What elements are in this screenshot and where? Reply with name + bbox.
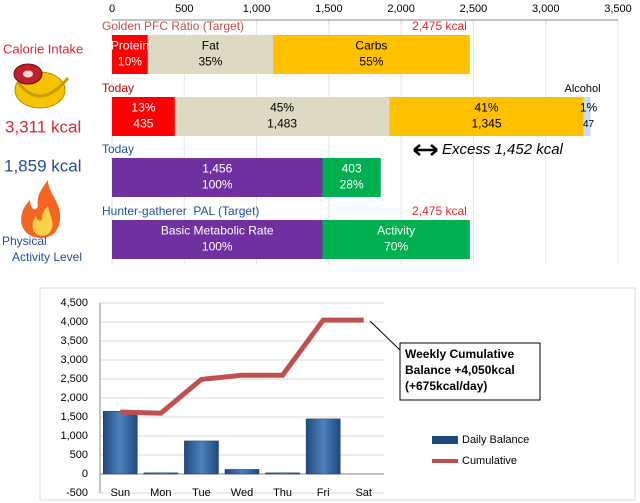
activity-label: Physical	[2, 234, 47, 248]
x-tick-label: 1,000	[243, 3, 271, 15]
y-tick-label: 500	[70, 449, 88, 461]
row-label: Golden PFC Ratio (Target)	[102, 19, 244, 33]
y-tick-label: 1,000	[60, 430, 88, 442]
line	[120, 317, 364, 416]
intake-label: Calorie Intake	[3, 41, 83, 56]
x-tick-label: Sun	[110, 487, 130, 499]
bar-segment	[322, 220, 470, 259]
segment-label: 47	[583, 119, 595, 130]
segment-label: 100%	[202, 178, 233, 192]
legend-label: Daily Balance	[462, 434, 529, 446]
x-tick-label: Fri	[317, 487, 330, 499]
x-tick-label: Mon	[150, 487, 171, 499]
segment-label: 28%	[340, 178, 364, 192]
segment-label: 100%	[202, 240, 233, 254]
food-icon	[13, 63, 70, 109]
burn-value: 1,859 kcal	[4, 156, 82, 175]
bar-segment	[112, 158, 323, 197]
bar-segment	[273, 35, 470, 74]
segment-label: 1,483	[267, 117, 297, 131]
callout-box	[399, 342, 541, 401]
bar-segment	[147, 35, 274, 74]
arrow	[413, 144, 438, 156]
y-tick-label: -500	[66, 487, 88, 499]
x-tick-label: 0	[109, 3, 115, 15]
y-tick-label: 3,500	[60, 335, 88, 347]
bar-segment	[583, 97, 591, 136]
x-tick-label: 1,500	[315, 3, 343, 15]
y-tick-label: 1,500	[60, 411, 88, 423]
x-tick-label: 3,000	[532, 3, 560, 15]
chart-frame	[39, 287, 636, 501]
bar-segment	[174, 97, 390, 136]
segment-label: 13%	[131, 101, 155, 115]
bar	[265, 472, 300, 475]
bar-segment	[322, 158, 381, 197]
bar	[102, 411, 138, 475]
segment-label: 403	[342, 162, 362, 176]
annotation: (+675kcal/day)	[405, 379, 487, 393]
segment-label: 1,345	[471, 117, 501, 131]
bar-segment	[389, 97, 584, 136]
bar-segment	[112, 220, 323, 259]
legend-label: Cumulative	[462, 455, 517, 467]
segment-label: Basic Metabolic Rate	[161, 224, 274, 238]
bar-segment	[112, 35, 148, 74]
segment-label: Fat	[202, 39, 220, 53]
y-tick-label: 4,000	[60, 316, 88, 328]
x-tick-label: 500	[175, 3, 193, 15]
x-tick-label: Thu	[273, 487, 292, 499]
x-tick-label: Tue	[192, 487, 211, 499]
segment-label: Carbs	[355, 39, 387, 53]
total-label: 2,475 kcal	[412, 19, 467, 33]
x-tick-label: 2,500	[460, 3, 488, 15]
segment-label: 55%	[359, 55, 383, 69]
row-label: Hunter-gatherer PAL (Target)	[102, 204, 259, 218]
annotation: Excess 1,452 kcal	[442, 141, 564, 158]
x-tick-label: Sat	[355, 487, 372, 499]
segment-name: Alcohol	[564, 83, 600, 95]
fire-icon	[21, 180, 61, 238]
row-label: Today	[102, 142, 134, 156]
segment-label: Activity	[377, 224, 415, 238]
segment-label: 70%	[384, 240, 408, 254]
bar	[224, 469, 260, 475]
segment-label: 435	[133, 117, 153, 131]
segment-label: 1,456	[202, 162, 232, 176]
bar	[305, 418, 341, 475]
legend-swatch	[432, 436, 458, 444]
bar	[143, 472, 179, 475]
y-tick-label: 3,000	[60, 354, 88, 366]
segment-label: 10%	[118, 55, 142, 69]
y-tick-label: 2,000	[60, 392, 88, 404]
x-tick-label: 2,000	[387, 3, 415, 15]
annotation: Weekly Cumulative	[405, 347, 514, 361]
excess-arrow	[413, 144, 438, 156]
intake-value: 3,311 kcal	[5, 117, 81, 136]
row-label: Today	[102, 81, 134, 95]
bar	[184, 440, 219, 475]
segment-label: 45%	[270, 101, 294, 115]
segment-label: 41%	[474, 101, 498, 115]
bar-segment	[112, 97, 175, 136]
x-tick-label: 3,500	[604, 3, 632, 15]
x-tick-label: Wed	[231, 487, 253, 499]
segment-label: Protein	[111, 39, 149, 53]
annotation: Balance +4,050kcal	[405, 363, 515, 377]
y-tick-label: 2,500	[60, 373, 88, 385]
activity-label: Activity Level	[12, 250, 82, 264]
total-label: 2,475 kcal	[412, 204, 467, 218]
segment-label: 1%	[580, 101, 598, 115]
segment-label: 35%	[198, 55, 222, 69]
y-tick-label: 4,500	[60, 297, 88, 309]
callout-leader	[369, 320, 403, 353]
y-tick-label: 0	[82, 468, 88, 480]
